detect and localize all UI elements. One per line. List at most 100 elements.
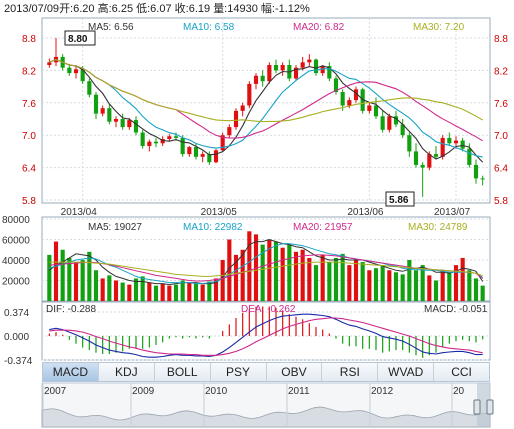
volume-bar <box>67 257 72 301</box>
volume-bar <box>200 284 205 301</box>
candle-up <box>367 105 372 111</box>
macd-y-tick: 0.000 <box>4 332 29 343</box>
candle-up <box>200 154 205 157</box>
tab-macd[interactable]: MACD <box>43 363 99 381</box>
month-label: 2013/07 <box>434 207 471 218</box>
candle-down <box>313 59 319 74</box>
timeline-year-label: 2010 <box>205 386 228 397</box>
volume-y-tick: 40000 <box>2 256 30 267</box>
svg-text:8.80: 8.80 <box>68 34 88 45</box>
candle-up <box>347 100 352 106</box>
volume-bar <box>87 251 92 301</box>
volume-bar <box>140 276 145 301</box>
timeline-overview-line <box>41 406 491 428</box>
price-ma30-line <box>49 59 483 123</box>
timeline-selection[interactable] <box>477 383 490 427</box>
candle-up <box>147 141 152 146</box>
info-date: 2013/07/09 <box>4 3 60 15</box>
candle-up <box>440 137 445 157</box>
volume-bar <box>280 247 285 301</box>
price-ma20-legend: MA20: 6.82 <box>293 22 345 33</box>
candle-down <box>153 141 159 144</box>
volume-ma10-line <box>49 243 483 285</box>
tab-rsi[interactable]: RSI <box>322 363 379 381</box>
candle-down <box>193 147 199 157</box>
volume-bar <box>353 260 359 301</box>
candle-down <box>467 148 472 165</box>
price-y-tick-right: 8.8 <box>494 34 508 45</box>
candle-down <box>460 140 465 149</box>
price-y-tick-right: 8.2 <box>494 66 508 77</box>
candle-up <box>227 127 232 136</box>
candle-up <box>300 62 305 68</box>
timeline-year-labels: 2007 2009 2010 2011 2012 20 <box>42 383 465 427</box>
candle-down <box>340 92 345 106</box>
price-y-tick-left: 5.8 <box>22 196 36 207</box>
candle-up <box>253 75 259 84</box>
price-candles <box>47 38 485 197</box>
candle-down <box>447 137 452 144</box>
volume-y-tick: 60000 <box>2 236 30 247</box>
volume-bar <box>220 260 225 301</box>
svg-text:5.86: 5.86 <box>389 195 409 206</box>
timeline-year-label: 2011 <box>288 386 310 397</box>
volume-bar <box>447 272 452 301</box>
candle-up <box>213 150 219 163</box>
volume-bar <box>340 253 345 301</box>
tab-wvad[interactable]: WVAD <box>378 363 435 381</box>
volume-bar <box>413 270 419 301</box>
high-price-flag: 8.80 <box>64 30 96 46</box>
volume-ma30-legend: MA30: 24789 <box>408 222 468 233</box>
volume-bars <box>47 231 485 301</box>
volume-bar <box>433 280 439 301</box>
macd-series <box>48 306 484 358</box>
volume-bar <box>127 284 132 301</box>
candle-down <box>87 81 92 95</box>
price-y-tick-left: 6.4 <box>22 164 36 175</box>
candle-up <box>160 138 165 144</box>
month-label: 2013/05 <box>201 207 238 218</box>
month-label: 2013/06 <box>347 207 384 218</box>
timeline-right-handle[interactable] <box>486 399 494 415</box>
price-y-tick-right: 5.8 <box>494 196 508 207</box>
volume-ma20-legend: MA20: 21957 <box>293 222 353 233</box>
tab-kdj[interactable]: KDJ <box>99 363 155 381</box>
tab-psy[interactable]: PSY <box>211 363 267 381</box>
volume-bar <box>47 254 52 301</box>
macd-dif-line <box>49 313 483 358</box>
price-y-tick-right: 6.4 <box>494 164 508 175</box>
tab-boll[interactable]: BOLL <box>155 363 211 381</box>
volume-bar <box>327 262 332 301</box>
candle-up <box>427 154 432 168</box>
info-volume: 量:14930 <box>213 3 258 15</box>
volume-bar <box>260 244 265 301</box>
timeline-left-handle[interactable] <box>473 399 481 415</box>
volume-bar <box>373 268 379 301</box>
volume-bar <box>427 275 432 301</box>
low-price-flag: 5.86 <box>385 191 415 207</box>
volume-bar <box>360 262 365 301</box>
candle-down <box>273 65 279 71</box>
candle-up <box>220 135 225 151</box>
volume-bar <box>113 280 119 301</box>
candle-down <box>80 69 85 82</box>
volume-bar <box>400 274 405 301</box>
candle-down <box>373 105 379 117</box>
candle-down <box>433 154 439 157</box>
volume-bar <box>380 265 385 301</box>
price-y-tick-left: 7.6 <box>22 99 36 110</box>
volume-bar <box>333 257 339 301</box>
candle-down <box>413 151 419 165</box>
candle-up <box>247 83 252 106</box>
macd-dea-legend: DEA: -0.262 <box>241 304 296 315</box>
candle-down <box>93 94 99 114</box>
volume-bar <box>133 278 139 301</box>
price-ma5-legend: MA5: 6.56 <box>88 22 134 33</box>
tab-cci[interactable]: CCI <box>451 365 472 379</box>
volume-bar <box>107 275 112 301</box>
volume-bar <box>60 249 65 301</box>
tab-obv[interactable]: OBV <box>267 363 323 381</box>
volume-bar <box>233 254 239 301</box>
axis-labels: 8.8 8.8 8.2 8.2 7.6 7.6 7.0 7.0 6.4 6.4 5.8 5.8 2013… <box>2 34 508 367</box>
price-y-tick-left: 8.8 <box>22 34 36 45</box>
